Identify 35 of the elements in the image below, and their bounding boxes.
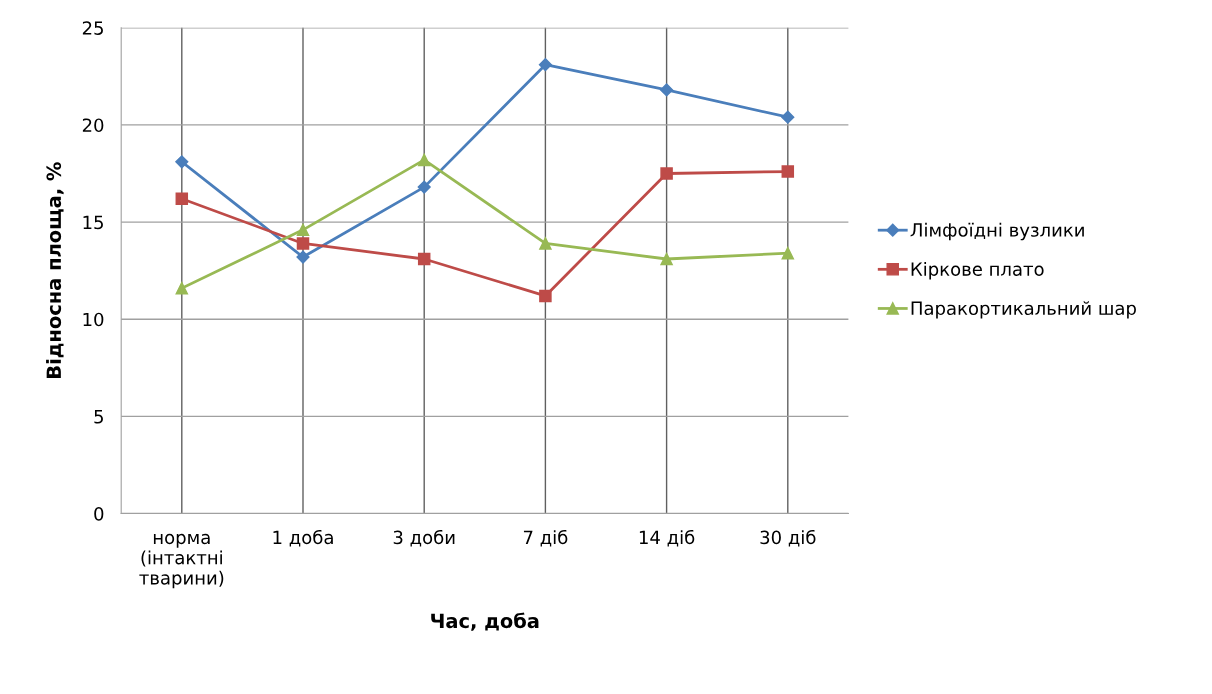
x-tick-label: 3 доби — [393, 529, 455, 547]
y-axis-title: Відносна площа, % — [46, 162, 64, 378]
y-tick-label: 15 — [83, 215, 103, 230]
x-tick-label: 7 діб — [523, 529, 568, 547]
point — [175, 155, 189, 169]
point — [175, 281, 189, 295]
point — [660, 83, 674, 97]
point — [539, 237, 552, 250]
y-tick-label: 5 — [94, 410, 103, 424]
y-tick-label: 25 — [82, 21, 103, 35]
point — [660, 167, 673, 180]
legend-label: Кіркове плато — [911, 261, 1044, 280]
y-tick-label: 0 — [94, 507, 104, 521]
point — [417, 180, 431, 194]
x-tick-label: 14 діб — [639, 529, 695, 547]
legend-label: Паракортикальний шар — [911, 301, 1136, 319]
x-axis-title: Час, доба — [431, 612, 539, 631]
point — [781, 110, 795, 124]
point — [781, 246, 795, 260]
y-tick-label: 10 — [83, 312, 104, 327]
point — [417, 252, 431, 266]
point — [296, 223, 310, 237]
point — [296, 237, 310, 250]
point — [538, 58, 552, 72]
point — [781, 165, 795, 178]
point — [660, 252, 673, 266]
y-tick-label: 20 — [82, 118, 104, 133]
legend-label: Лімфоїдні вузлики — [910, 222, 1084, 241]
point — [296, 250, 310, 264]
point — [175, 192, 189, 206]
x-tick-label: 1 доба — [273, 529, 333, 547]
x-tick-label: норма (інтактні тварини) — [139, 533, 224, 589]
point — [417, 153, 431, 167]
point — [539, 289, 552, 303]
x-tick-label: 30 діб — [760, 529, 816, 547]
